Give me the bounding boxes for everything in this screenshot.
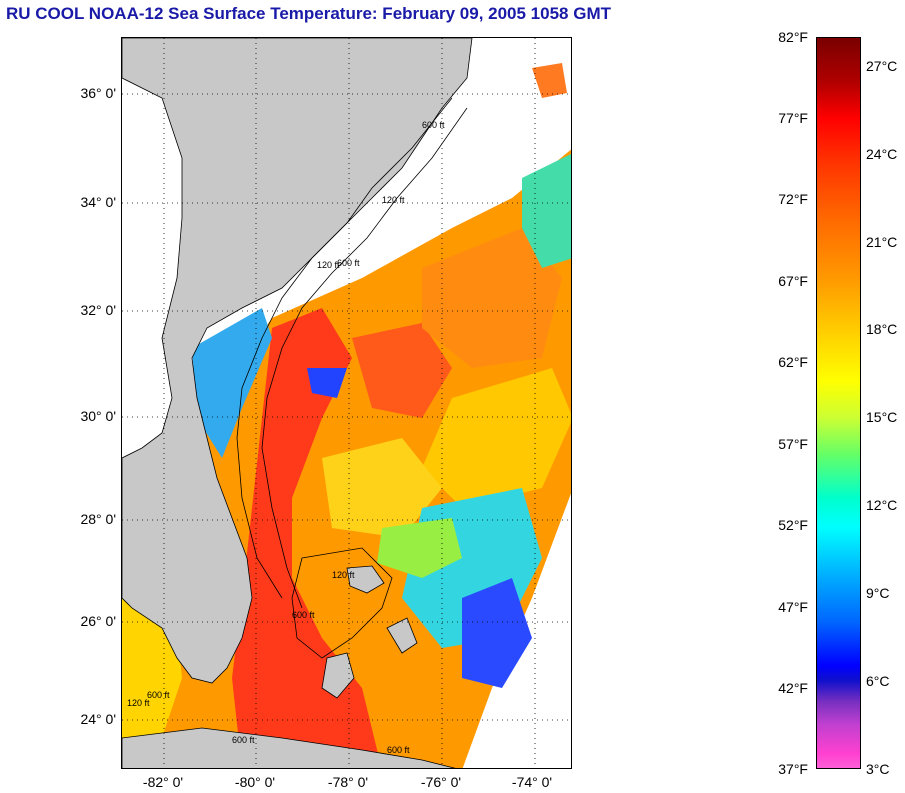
- sst-blue-patch: [462, 578, 532, 688]
- sst-orange-patch: [422, 228, 562, 368]
- isobath-label: 600 ft: [422, 120, 445, 130]
- isobath-label: 600 ft: [337, 258, 360, 268]
- land-bahamas-3: [386, 617, 418, 654]
- colorbar-f-47: 47°F: [778, 599, 808, 615]
- sst-yellow-patch: [422, 368, 571, 508]
- colorbar-c-21: 21°C: [866, 234, 898, 250]
- lon-label-76: -76° 0': [420, 774, 462, 790]
- isobath-label: 120 ft: [317, 260, 340, 270]
- land-bahamas-2: [321, 652, 355, 699]
- chart-title: RU COOL NOAA-12 Sea Surface Temperature:…: [6, 4, 611, 23]
- colorbar-c-27: 27°C: [866, 58, 898, 74]
- colorbar-c-24: 24°C: [866, 146, 898, 162]
- graticule: [122, 38, 571, 768]
- lat-label-28: 28° 0': [80, 511, 116, 527]
- sst-coastal-cool: [192, 308, 272, 458]
- sst-warm-patch: [352, 323, 452, 418]
- sst-map: 120 ft 600 ft 120 ft 600 ft 120 ft 600 f…: [121, 37, 572, 769]
- colorbar-f-52: 52°F: [778, 517, 808, 533]
- lat-label-24: 24° 0': [80, 711, 116, 727]
- sst-blue-patch-2: [307, 368, 347, 398]
- colorbar-f-42: 42°F: [778, 680, 808, 696]
- colorbar-f-67: 67°F: [778, 273, 808, 289]
- lat-label-36: 36° 0': [80, 85, 116, 101]
- colorbar-c-6: 6°C: [866, 673, 890, 689]
- lat-label-30: 30° 0': [80, 408, 116, 424]
- lat-label-34: 34° 0': [80, 194, 116, 210]
- gulf-stream-warm: [232, 308, 382, 768]
- lon-label-80: -80° 0': [234, 774, 276, 790]
- lon-label-82: -82° 0': [142, 774, 184, 790]
- land-bahamas-1: [346, 565, 385, 594]
- temperature-colorbar: [816, 37, 861, 769]
- colorbar-c-9: 9°C: [866, 585, 890, 601]
- sst-green-patch: [377, 518, 462, 578]
- sst-map-svg: 120 ft 600 ft 120 ft 600 ft 120 ft 600 f…: [122, 38, 571, 768]
- colorbar-c-15: 15°C: [866, 409, 898, 425]
- isobath-label: 600 ft: [292, 610, 315, 620]
- colorbar-f-57: 57°F: [778, 436, 808, 452]
- isobath-600ft: [261, 107, 468, 609]
- isobath-label: 120 ft: [127, 698, 150, 708]
- colorbar-c-12: 12°C: [866, 497, 898, 513]
- isobath-label: 600 ft: [232, 735, 255, 745]
- lon-label-74: -74° 0': [511, 774, 553, 790]
- lat-label-32: 32° 0': [80, 302, 116, 318]
- isobath-label: 600 ft: [147, 690, 170, 700]
- sst-yellow-patch-2: [322, 438, 442, 538]
- sst-northeast-warm: [532, 63, 567, 98]
- isobath-label: 600 ft: [387, 745, 410, 755]
- lon-label-78: -78° 0': [327, 774, 369, 790]
- colorbar-c-18: 18°C: [866, 321, 898, 337]
- colorbar-f-37: 37°F: [778, 761, 808, 777]
- isobath-bahamas: [291, 547, 393, 659]
- isobath-label: 120 ft: [382, 195, 405, 205]
- sst-northeast-cool: [522, 153, 571, 268]
- isobath-120ft: [236, 97, 453, 599]
- land-cuba: [122, 727, 456, 768]
- lat-label-26: 26° 0': [80, 613, 116, 629]
- colorbar-c-3: 3°C: [866, 761, 890, 777]
- colorbar-f-72: 72°F: [778, 191, 808, 207]
- isobath-label: 120 ft: [332, 570, 355, 580]
- colorbar-f-62: 62°F: [778, 354, 808, 370]
- colorbar-f-77: 77°F: [778, 110, 808, 126]
- colorbar-f-82: 82°F: [778, 29, 808, 45]
